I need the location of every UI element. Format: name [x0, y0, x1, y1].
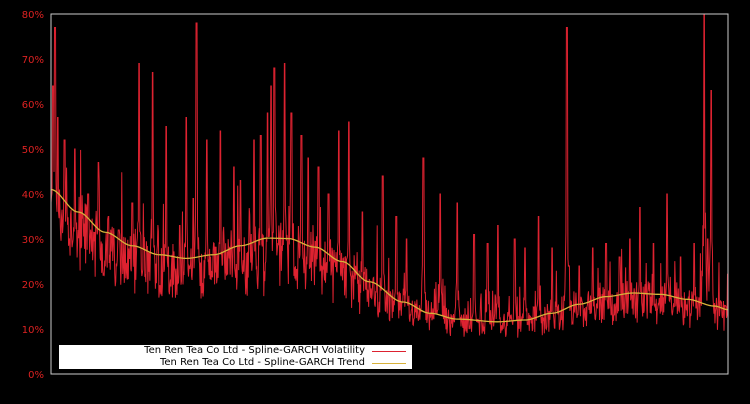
- y-tick-label: 70%: [22, 55, 44, 66]
- legend-label-volatility: Ten Ren Tea Co Ltd - Spline-GARCH Volati…: [144, 345, 365, 356]
- series-layer: [50, 13, 729, 338]
- y-tick-label: 80%: [22, 10, 44, 21]
- legend-label-trend: Ten Ren Tea Co Ltd - Spline-GARCH Trend: [159, 357, 365, 368]
- volatility-line: [50, 13, 729, 338]
- y-tick-label: 30%: [22, 235, 44, 246]
- legend: Ten Ren Tea Co Ltd - Spline-GARCH Volati…: [59, 345, 412, 369]
- y-axis-ticks: 0% 10% 20% 30% 40% 50% 60% 70% 80%: [22, 10, 44, 381]
- y-tick-label: 20%: [22, 280, 44, 291]
- y-tick-label: 40%: [22, 190, 44, 201]
- y-tick-label: 0%: [28, 370, 44, 381]
- y-tick-label: 10%: [22, 325, 44, 336]
- y-tick-label: 60%: [22, 100, 44, 111]
- axes-frame: [50, 13, 729, 375]
- legend-item-trend: Ten Ren Tea Co Ltd - Spline-GARCH Trend: [160, 357, 412, 369]
- legend-item-volatility: Ten Ren Tea Co Ltd - Spline-GARCH Volati…: [144, 345, 412, 357]
- legend-swatch-volatility: [372, 350, 406, 352]
- y-tick-label: 50%: [22, 145, 44, 156]
- trend-line: [50, 188, 729, 323]
- legend-swatch-trend: [372, 362, 406, 364]
